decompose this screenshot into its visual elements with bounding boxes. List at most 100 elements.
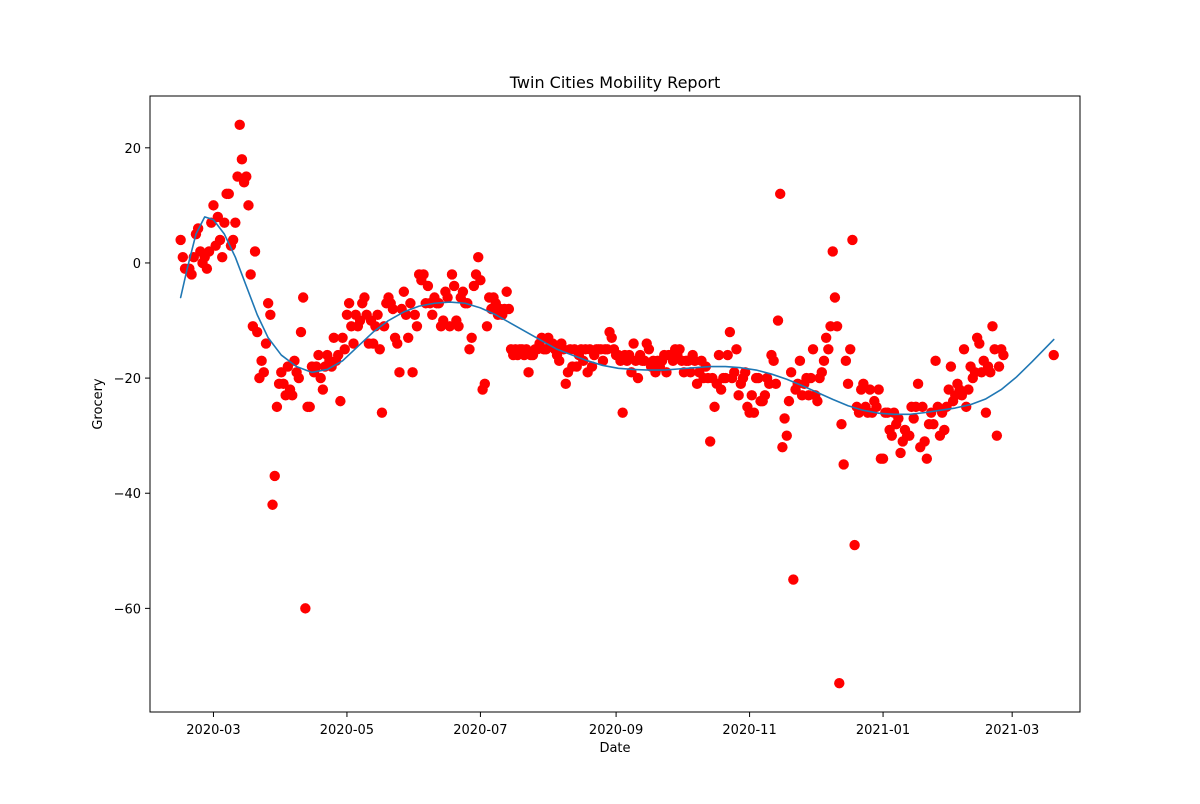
data-point bbox=[877, 453, 889, 464]
data-point bbox=[387, 303, 399, 315]
data-point bbox=[632, 372, 644, 384]
data-point bbox=[313, 349, 324, 361]
data-point bbox=[753, 372, 764, 384]
data-point bbox=[993, 361, 1005, 372]
data-point bbox=[871, 401, 882, 413]
data-point bbox=[398, 286, 410, 297]
x-tick-label: 2020-11 bbox=[722, 723, 776, 738]
x-tick-label: 2020-07 bbox=[453, 723, 507, 738]
data-point bbox=[297, 292, 309, 303]
data-point bbox=[293, 372, 304, 384]
data-point bbox=[234, 119, 245, 130]
data-point bbox=[779, 413, 790, 424]
data-point bbox=[394, 367, 405, 378]
data-point bbox=[823, 344, 834, 355]
data-point bbox=[1048, 349, 1059, 361]
data-point bbox=[560, 378, 571, 390]
scatter-series bbox=[175, 119, 1059, 689]
data-point bbox=[359, 292, 370, 303]
data-point bbox=[893, 413, 904, 424]
data-point bbox=[271, 401, 283, 413]
data-point bbox=[945, 361, 957, 372]
data-point bbox=[991, 430, 1003, 441]
data-point bbox=[339, 344, 350, 355]
data-point bbox=[768, 355, 779, 367]
data-point bbox=[265, 309, 276, 320]
data-point bbox=[523, 367, 534, 378]
data-point bbox=[939, 424, 950, 436]
data-point bbox=[409, 309, 420, 320]
data-point bbox=[812, 395, 823, 407]
x-tick-label: 2020-05 bbox=[320, 723, 374, 738]
y-tick-label: 20 bbox=[124, 142, 141, 157]
data-point bbox=[295, 326, 307, 338]
data-point bbox=[895, 447, 906, 459]
axes: 2020-03 2020-05 2020-07 2020-09 2020-11 2021-… bbox=[114, 95, 1081, 738]
data-point bbox=[772, 315, 784, 326]
data-point bbox=[759, 390, 771, 401]
data-point bbox=[448, 280, 460, 292]
data-point bbox=[501, 286, 512, 297]
data-point bbox=[912, 378, 924, 390]
data-point bbox=[446, 269, 458, 280]
data-point bbox=[886, 430, 898, 441]
data-point bbox=[177, 252, 189, 263]
data-point bbox=[260, 338, 272, 349]
data-point bbox=[731, 344, 742, 355]
data-point bbox=[311, 361, 322, 372]
data-point bbox=[807, 344, 819, 355]
data-point bbox=[427, 309, 438, 320]
data-point bbox=[845, 344, 856, 355]
data-point bbox=[709, 401, 720, 413]
plot-area bbox=[175, 119, 1059, 689]
data-point bbox=[407, 367, 418, 378]
data-point bbox=[503, 303, 515, 315]
data-point bbox=[403, 332, 414, 343]
data-point bbox=[348, 338, 359, 349]
data-point bbox=[733, 390, 744, 401]
data-point bbox=[748, 407, 760, 418]
data-point bbox=[343, 298, 355, 309]
data-point bbox=[643, 344, 655, 355]
data-point bbox=[479, 378, 490, 390]
data-point bbox=[987, 321, 998, 332]
data-point bbox=[214, 234, 226, 246]
data-point bbox=[464, 344, 475, 355]
y-tick-label: −60 bbox=[114, 602, 141, 617]
data-point bbox=[958, 344, 970, 355]
data-point bbox=[267, 499, 278, 510]
data-point bbox=[481, 321, 493, 332]
data-point bbox=[831, 321, 843, 332]
data-point bbox=[985, 367, 996, 378]
data-point bbox=[262, 298, 274, 309]
data-point bbox=[794, 355, 806, 367]
data-point bbox=[827, 246, 838, 257]
data-point bbox=[405, 298, 416, 309]
data-point bbox=[269, 470, 280, 482]
data-point bbox=[287, 390, 298, 401]
data-point bbox=[864, 384, 876, 395]
data-point bbox=[674, 344, 685, 355]
data-point bbox=[788, 574, 799, 585]
data-point bbox=[775, 188, 786, 200]
data-point bbox=[974, 338, 985, 349]
data-point bbox=[341, 309, 353, 320]
data-point bbox=[453, 321, 464, 332]
data-point bbox=[704, 436, 716, 447]
data-point bbox=[337, 332, 348, 343]
data-point bbox=[256, 355, 267, 367]
data-point bbox=[685, 367, 696, 378]
y-axis-label: Grocery bbox=[91, 378, 106, 430]
data-point bbox=[328, 332, 340, 343]
data-point bbox=[820, 332, 832, 343]
data-point bbox=[838, 459, 849, 470]
data-point bbox=[374, 344, 385, 355]
data-point bbox=[770, 378, 782, 390]
data-point bbox=[411, 321, 423, 332]
data-point bbox=[376, 407, 388, 418]
data-point bbox=[715, 384, 727, 395]
data-point bbox=[208, 200, 219, 211]
